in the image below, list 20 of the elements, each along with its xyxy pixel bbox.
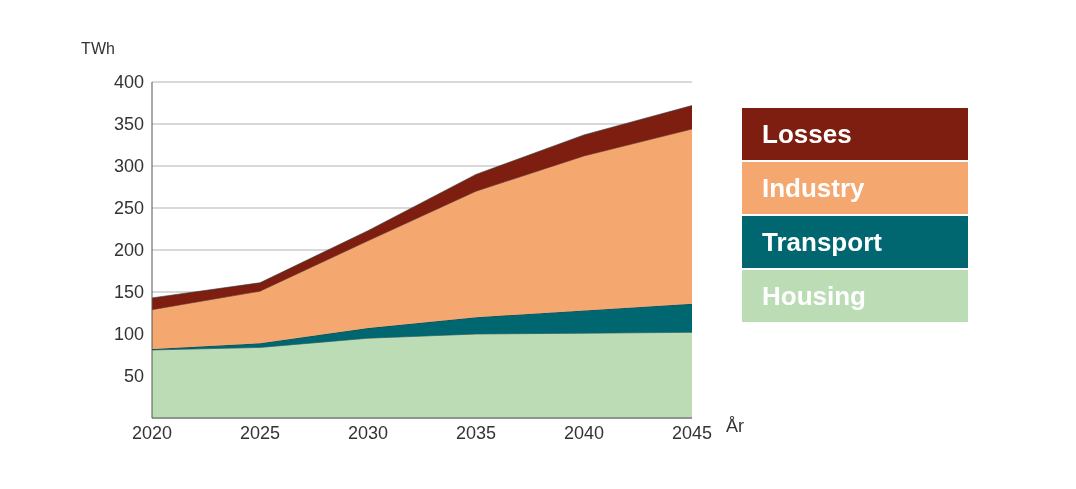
text: Losses (742, 108, 968, 160)
y-tick-label: 150 (113, 282, 144, 303)
text: Housing (742, 270, 968, 322)
x-tick-label: 2045 (671, 422, 713, 443)
text: Transport (742, 216, 968, 268)
y-tick-label: 400 (113, 72, 144, 93)
x-axis-title: År (726, 416, 745, 437)
y-tick-label: 350 (113, 114, 144, 135)
y-tick-label: 50 (123, 366, 144, 387)
y-tick-label: 200 (113, 240, 144, 261)
x-tick-label: 2035 (455, 422, 497, 443)
x-tick-label: 2030 (347, 422, 389, 443)
x-tick-label: 2025 (239, 422, 281, 443)
x-tick-label: 2020 (131, 422, 173, 443)
x-tick-label: 2040 (563, 422, 605, 443)
y-tick-label: 250 (113, 198, 144, 219)
y-axis-title: TWh (81, 40, 115, 57)
y-tick-label: 100 (113, 324, 144, 345)
text: Industry (742, 162, 968, 214)
y-tick-label: 300 (113, 156, 144, 177)
